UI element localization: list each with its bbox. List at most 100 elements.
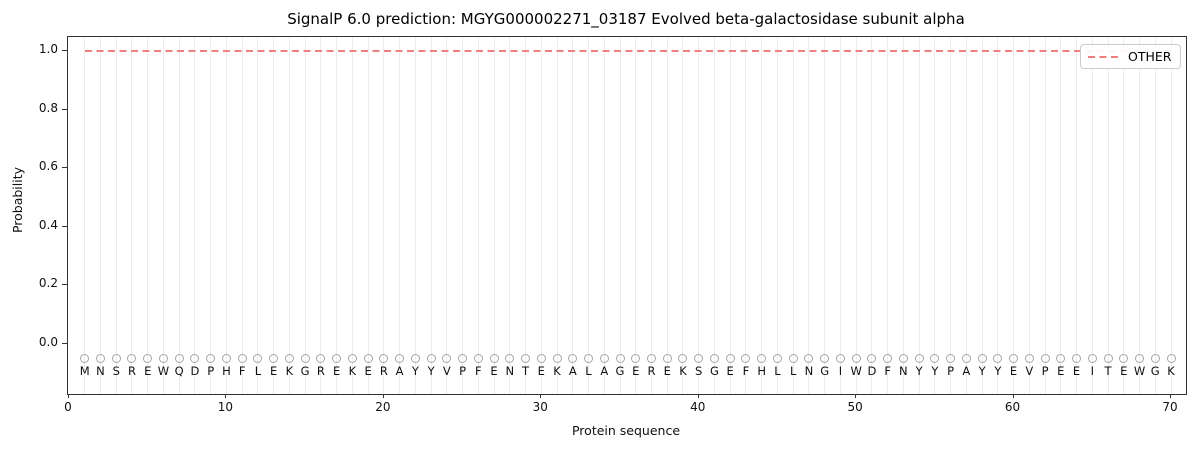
- residue-marker-circle: [395, 354, 405, 364]
- residue-marker-circle: [1166, 354, 1176, 364]
- residue-letter: T: [1104, 364, 1112, 378]
- x-tick-label: 50: [847, 400, 863, 414]
- x-tick-mark: [225, 394, 227, 398]
- residue-marker-circle: [1103, 354, 1113, 364]
- residue-marker-circle: [662, 354, 672, 364]
- residue-gridline: [792, 37, 794, 394]
- residue-marker-circle: [646, 354, 656, 364]
- x-tick-label: 40: [690, 400, 706, 414]
- residue-marker-circle: [363, 354, 373, 364]
- x-tick-label: 10: [217, 400, 234, 414]
- residue-letter: W: [850, 364, 862, 378]
- residue-letter: K: [1167, 364, 1175, 378]
- residue-marker-circle: [757, 354, 767, 364]
- residue-letter: V: [1025, 364, 1034, 378]
- legend-label-other: OTHER: [1128, 49, 1172, 64]
- residue-marker-circle: [883, 354, 893, 364]
- residue-marker-circle: [347, 354, 357, 364]
- x-tick-mark: [855, 394, 857, 398]
- residue-gridline: [950, 37, 952, 394]
- residue-marker-circle: [269, 354, 279, 364]
- residue-gridline: [902, 37, 904, 394]
- residue-marker-circle: [127, 354, 137, 364]
- residue-letter: E: [270, 364, 278, 378]
- y-tick-mark: [62, 343, 67, 344]
- residue-letter: F: [742, 364, 750, 378]
- residue-marker-circle: [237, 354, 247, 364]
- residue-letter: N: [96, 364, 105, 378]
- residue-letter: A: [962, 364, 971, 378]
- y-tick-label: 0.0: [38, 335, 58, 349]
- residue-letter: Y: [994, 364, 1002, 378]
- residue-gridline: [241, 37, 243, 394]
- residue-marker-circle: [835, 354, 845, 364]
- residue-letter: G: [820, 364, 830, 378]
- residue-gridline: [729, 37, 731, 394]
- residue-letter: P: [947, 364, 955, 378]
- y-tick-mark: [62, 225, 67, 227]
- residue-letter: G: [709, 364, 719, 378]
- x-axis-label: Protein sequence: [571, 423, 681, 438]
- residue-gridline: [855, 37, 857, 394]
- legend-dashed-line-sample: [1088, 55, 1120, 58]
- residue-gridline: [1091, 37, 1093, 394]
- residue-gridline: [808, 37, 810, 394]
- residue-marker-circle: [820, 354, 830, 364]
- residue-letter: E: [1120, 364, 1128, 378]
- residue-marker-circle: [300, 354, 310, 364]
- residue-gridline: [99, 37, 101, 394]
- residue-gridline: [178, 37, 180, 394]
- residue-letter: Y: [915, 364, 923, 378]
- residue-gridline: [525, 37, 527, 394]
- residue-gridline: [477, 37, 479, 394]
- legend: OTHER: [1080, 44, 1181, 69]
- residue-marker-circle: [930, 354, 940, 364]
- residue-letter: E: [632, 364, 640, 378]
- residue-gridline: [666, 37, 668, 394]
- residue-gridline: [824, 37, 826, 394]
- residue-letter: I: [838, 364, 843, 378]
- x-tick-mark: [68, 394, 69, 398]
- residue-gridline: [1139, 37, 1141, 394]
- residue-marker-circle: [332, 354, 342, 364]
- residue-gridline: [304, 37, 306, 394]
- residue-marker-circle: [741, 354, 751, 364]
- residue-marker-circle: [1135, 354, 1145, 364]
- residue-marker-circle: [1024, 354, 1034, 364]
- y-tick-mark: [62, 284, 67, 286]
- residue-letter: G: [300, 364, 310, 378]
- y-tick-label: 1.0: [38, 42, 58, 56]
- residue-marker-circle: [536, 354, 546, 364]
- residue-marker-circle: [898, 354, 908, 364]
- x-tick-label: 60: [1004, 400, 1021, 414]
- y-tick-mark: [62, 50, 67, 51]
- residue-marker-circle: [521, 354, 531, 364]
- residue-gridline: [1044, 37, 1046, 394]
- residue-gridline: [493, 37, 495, 394]
- residue-letter: E: [332, 364, 341, 378]
- residue-marker-circle: [316, 354, 326, 364]
- residue-letter: E: [1009, 364, 1018, 378]
- residue-marker-circle: [552, 354, 562, 364]
- residue-marker-circle: [946, 354, 956, 364]
- residue-gridline: [635, 37, 637, 394]
- x-tick-label: 20: [375, 400, 391, 414]
- residue-letter: L: [774, 364, 781, 378]
- residue-letter: F: [238, 364, 246, 378]
- residue-gridline: [918, 37, 920, 394]
- residue-letter: H: [757, 364, 767, 378]
- residue-marker-circle: [111, 354, 121, 364]
- residue-gridline: [367, 37, 369, 394]
- residue-marker-circle: [473, 354, 483, 364]
- residue-gridline: [414, 37, 416, 394]
- residue-marker-circle: [1072, 354, 1082, 364]
- residue-gridline: [351, 37, 353, 394]
- residue-letter: S: [695, 364, 703, 378]
- residue-marker-circle: [1150, 354, 1160, 364]
- other-probability-line: [85, 50, 1171, 52]
- residue-marker-circle: [851, 354, 861, 364]
- residue-marker-circle: [190, 354, 200, 364]
- residue-gridline: [1107, 37, 1109, 394]
- residue-letter: Y: [427, 364, 435, 378]
